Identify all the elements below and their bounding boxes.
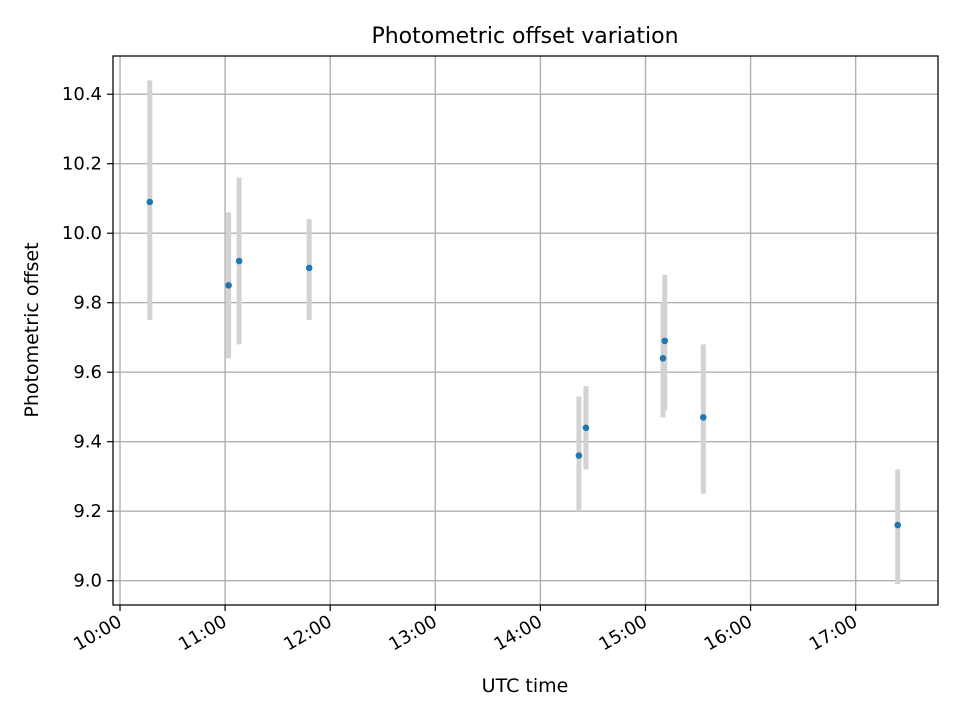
data-point <box>575 452 583 459</box>
data-point <box>235 257 243 265</box>
y-axis-label: Photometric offset <box>21 242 43 417</box>
data-point <box>225 282 232 289</box>
y-tick-label: 10.2 <box>62 154 102 175</box>
data-point <box>699 414 707 421</box>
data-point <box>659 354 667 362</box>
data-point <box>661 337 669 345</box>
chart-title: Photometric offset variation <box>371 24 678 49</box>
y-tick-label: 9.0 <box>73 571 102 592</box>
data-point <box>894 521 902 529</box>
data-point <box>305 264 313 272</box>
grid <box>113 56 938 605</box>
y-tick-label: 10.0 <box>62 223 102 244</box>
plot-frame <box>112 55 939 606</box>
y-tick-label: 9.2 <box>73 501 102 522</box>
y-tick-label: 10.4 <box>62 84 102 105</box>
y-tick-label: 9.8 <box>73 293 102 314</box>
y-tick-label: 9.6 <box>73 362 102 383</box>
y-axis-ticks: 9.0 9.2 9.4 9.6 9.8 10.0 10.2 10.4 <box>62 84 113 592</box>
data-points <box>146 198 902 529</box>
x-axis-label: UTC time <box>482 675 569 697</box>
data-point <box>582 424 590 432</box>
y-tick-label: 9.4 <box>73 432 102 453</box>
data-point <box>146 198 154 206</box>
